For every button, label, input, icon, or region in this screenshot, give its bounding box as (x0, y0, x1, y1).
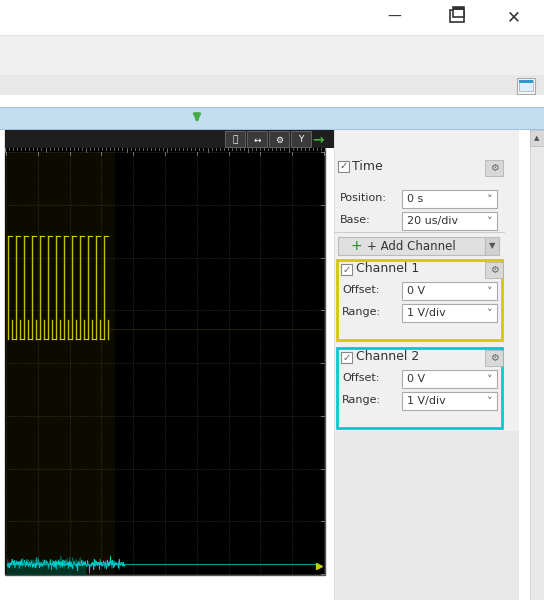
Text: ✓: ✓ (342, 265, 351, 275)
Text: ˅: ˅ (487, 217, 493, 227)
Bar (519, 80, 533, 91)
Bar (485, 350, 503, 366)
Bar (5, 152, 115, 574)
Text: 1 V/div: 1 V/div (407, 396, 446, 406)
Text: Base:: Base: (340, 215, 371, 225)
Text: +: + (350, 239, 362, 253)
Text: Offset:: Offset: (342, 285, 379, 295)
Bar (334, 130, 335, 600)
Text: 0 V: 0 V (407, 374, 425, 384)
Bar (517, 78, 535, 94)
Bar (0, 75, 544, 95)
Text: ⚙: ⚙ (490, 353, 498, 363)
Bar (338, 237, 485, 255)
Bar (530, 130, 544, 600)
Text: —: — (387, 10, 401, 24)
Bar (337, 348, 502, 428)
Bar (402, 212, 497, 230)
Text: ✓: ✓ (339, 161, 348, 172)
Text: ˅: ˅ (487, 375, 493, 385)
Text: ⚙: ⚙ (490, 163, 498, 173)
Bar (402, 392, 497, 410)
Bar (519, 80, 533, 83)
Text: →: → (312, 133, 324, 147)
Text: Range:: Range: (342, 395, 381, 405)
Bar (402, 282, 497, 300)
Bar (338, 161, 349, 172)
Bar (5, 130, 325, 575)
Text: Offset:: Offset: (342, 373, 379, 383)
Text: Channel 2: Channel 2 (356, 350, 419, 364)
Text: Channel 1: Channel 1 (356, 263, 419, 275)
Text: ▼: ▼ (489, 241, 495, 251)
Bar (450, 10, 464, 22)
Text: ˅: ˅ (487, 309, 493, 319)
Text: Y: Y (298, 136, 304, 145)
Bar (341, 264, 352, 275)
Bar (334, 431, 519, 600)
Text: + Add Channel: + Add Channel (367, 239, 456, 253)
Bar (334, 130, 519, 600)
Text: 20 us/div: 20 us/div (407, 216, 458, 226)
Bar (0, 0, 544, 35)
Bar (530, 130, 544, 146)
Bar (485, 160, 503, 176)
Bar (247, 131, 267, 147)
Text: ˅: ˅ (487, 287, 493, 297)
Text: ▲: ▲ (534, 135, 540, 141)
Text: ˅: ˅ (487, 397, 493, 407)
Text: ⚙: ⚙ (275, 136, 283, 145)
Bar (402, 370, 497, 388)
Bar (5, 130, 341, 148)
Text: ✕: ✕ (507, 8, 521, 26)
Bar (0, 35, 544, 36)
Bar (402, 304, 497, 322)
Bar (269, 131, 289, 147)
Text: Position:: Position: (340, 193, 387, 203)
Bar (0, 35, 544, 75)
Text: Range:: Range: (342, 307, 381, 317)
Bar (453, 7, 464, 17)
Bar (225, 131, 245, 147)
Text: 🔍: 🔍 (232, 136, 238, 145)
Bar (341, 352, 352, 363)
Bar (402, 190, 497, 208)
Text: 1 V/div: 1 V/div (407, 308, 446, 318)
Text: ˅: ˅ (487, 195, 493, 205)
Bar (453, 7, 464, 10)
Bar (0, 129, 544, 130)
Bar (485, 262, 503, 278)
Bar (291, 131, 311, 147)
Bar (485, 237, 499, 255)
Text: 0 s: 0 s (407, 194, 423, 204)
Text: ⚙: ⚙ (490, 265, 498, 275)
Bar (334, 232, 505, 233)
Text: Time: Time (352, 160, 383, 173)
Text: ✓: ✓ (342, 352, 351, 362)
Text: 0 V: 0 V (407, 286, 425, 296)
Bar (0, 107, 544, 130)
Bar (0, 107, 544, 108)
Bar (337, 260, 502, 340)
Text: ↔: ↔ (254, 136, 261, 145)
